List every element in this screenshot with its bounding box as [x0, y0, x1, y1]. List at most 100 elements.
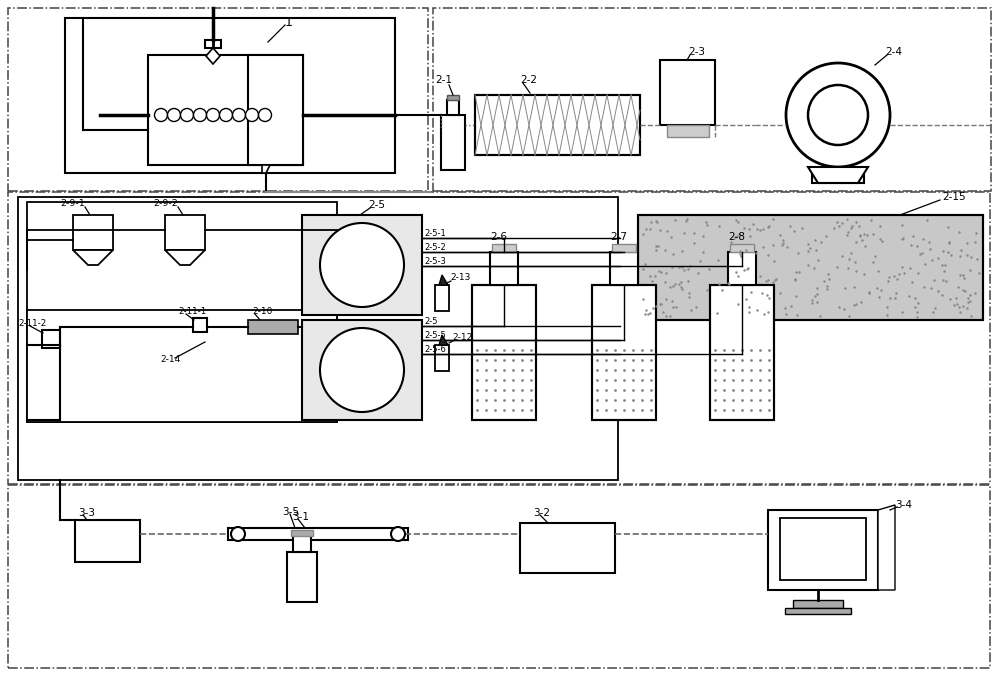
- Bar: [75, 520, 140, 562]
- Bar: [248, 55, 303, 165]
- Polygon shape: [73, 250, 113, 265]
- Bar: [248, 320, 298, 334]
- Bar: [793, 600, 843, 608]
- Text: 2-14: 2-14: [160, 356, 180, 365]
- Text: 3-1: 3-1: [292, 512, 309, 522]
- Bar: [710, 285, 774, 420]
- Bar: [27, 310, 337, 422]
- Bar: [492, 244, 516, 252]
- Polygon shape: [206, 48, 220, 64]
- Bar: [433, 8, 991, 191]
- Bar: [780, 518, 866, 580]
- Circle shape: [391, 527, 405, 541]
- Circle shape: [180, 109, 194, 121]
- Text: 2-12: 2-12: [452, 333, 472, 342]
- Bar: [193, 318, 207, 332]
- Text: 3-3: 3-3: [78, 508, 95, 518]
- Text: 2-5: 2-5: [424, 317, 438, 327]
- Circle shape: [231, 527, 245, 541]
- Text: 2-5-1: 2-5-1: [424, 230, 446, 238]
- Circle shape: [808, 85, 868, 145]
- Circle shape: [232, 109, 246, 121]
- Text: 3-2: 3-2: [533, 508, 550, 518]
- Text: 3-5: 3-5: [282, 507, 299, 517]
- Bar: [205, 40, 221, 48]
- Bar: [302, 215, 422, 315]
- Bar: [730, 244, 754, 252]
- Bar: [8, 192, 990, 484]
- Text: 2-2: 2-2: [520, 75, 537, 85]
- Bar: [8, 8, 428, 191]
- Bar: [302, 320, 422, 420]
- Text: 2-5-3: 2-5-3: [424, 257, 446, 267]
- Text: 2-7: 2-7: [610, 232, 628, 242]
- Circle shape: [207, 109, 220, 121]
- Bar: [638, 215, 983, 320]
- Bar: [667, 125, 709, 137]
- Bar: [710, 285, 774, 420]
- Bar: [475, 95, 640, 155]
- Bar: [293, 535, 311, 552]
- Bar: [228, 528, 408, 540]
- Bar: [447, 95, 459, 100]
- Text: 2-6: 2-6: [490, 232, 508, 242]
- Text: 2-10: 2-10: [252, 308, 272, 317]
- Circle shape: [258, 109, 272, 121]
- Circle shape: [786, 63, 890, 167]
- Text: 2-5-5: 2-5-5: [424, 331, 446, 340]
- Bar: [520, 523, 615, 573]
- Text: 2-8: 2-8: [728, 232, 746, 242]
- Text: 2-5-6: 2-5-6: [424, 346, 446, 354]
- Bar: [42, 330, 60, 348]
- Bar: [291, 530, 313, 536]
- Text: 2-11-2: 2-11-2: [18, 319, 46, 327]
- Bar: [18, 197, 618, 480]
- Polygon shape: [808, 167, 868, 183]
- Polygon shape: [439, 335, 448, 345]
- Bar: [435, 345, 449, 371]
- Bar: [612, 244, 636, 252]
- Bar: [610, 252, 638, 285]
- Circle shape: [320, 328, 404, 412]
- Bar: [592, 285, 656, 420]
- Circle shape: [246, 109, 258, 121]
- Text: 2-9-2: 2-9-2: [153, 200, 178, 209]
- Text: 2-11-1: 2-11-1: [178, 308, 206, 317]
- Text: 1: 1: [285, 16, 293, 28]
- Bar: [27, 202, 337, 422]
- Text: 2-5: 2-5: [368, 200, 385, 210]
- Bar: [447, 100, 459, 115]
- Bar: [472, 285, 536, 420]
- Bar: [472, 285, 536, 420]
- Text: 3-4: 3-4: [895, 500, 912, 510]
- Bar: [728, 252, 756, 285]
- Bar: [165, 215, 205, 250]
- Polygon shape: [262, 165, 270, 173]
- Text: 2-4: 2-4: [885, 47, 902, 57]
- Bar: [65, 18, 395, 173]
- Bar: [475, 95, 640, 155]
- Circle shape: [194, 109, 207, 121]
- Bar: [812, 175, 864, 183]
- Bar: [73, 215, 113, 250]
- Text: 2-15: 2-15: [942, 192, 966, 202]
- Text: 2-3: 2-3: [688, 47, 705, 57]
- Bar: [490, 252, 518, 285]
- Polygon shape: [165, 250, 205, 265]
- Bar: [148, 55, 303, 165]
- Text: 2-9-1: 2-9-1: [60, 200, 85, 209]
- Text: 2-1: 2-1: [435, 75, 452, 85]
- Bar: [441, 115, 465, 170]
- Bar: [660, 60, 715, 125]
- Circle shape: [320, 223, 404, 307]
- Bar: [8, 485, 990, 668]
- Polygon shape: [878, 505, 895, 590]
- Polygon shape: [439, 275, 448, 285]
- Circle shape: [154, 109, 168, 121]
- Bar: [287, 552, 317, 602]
- Circle shape: [168, 109, 180, 121]
- Bar: [435, 285, 449, 311]
- Bar: [638, 215, 983, 320]
- Bar: [785, 608, 851, 614]
- Text: 2-5-2: 2-5-2: [424, 244, 446, 252]
